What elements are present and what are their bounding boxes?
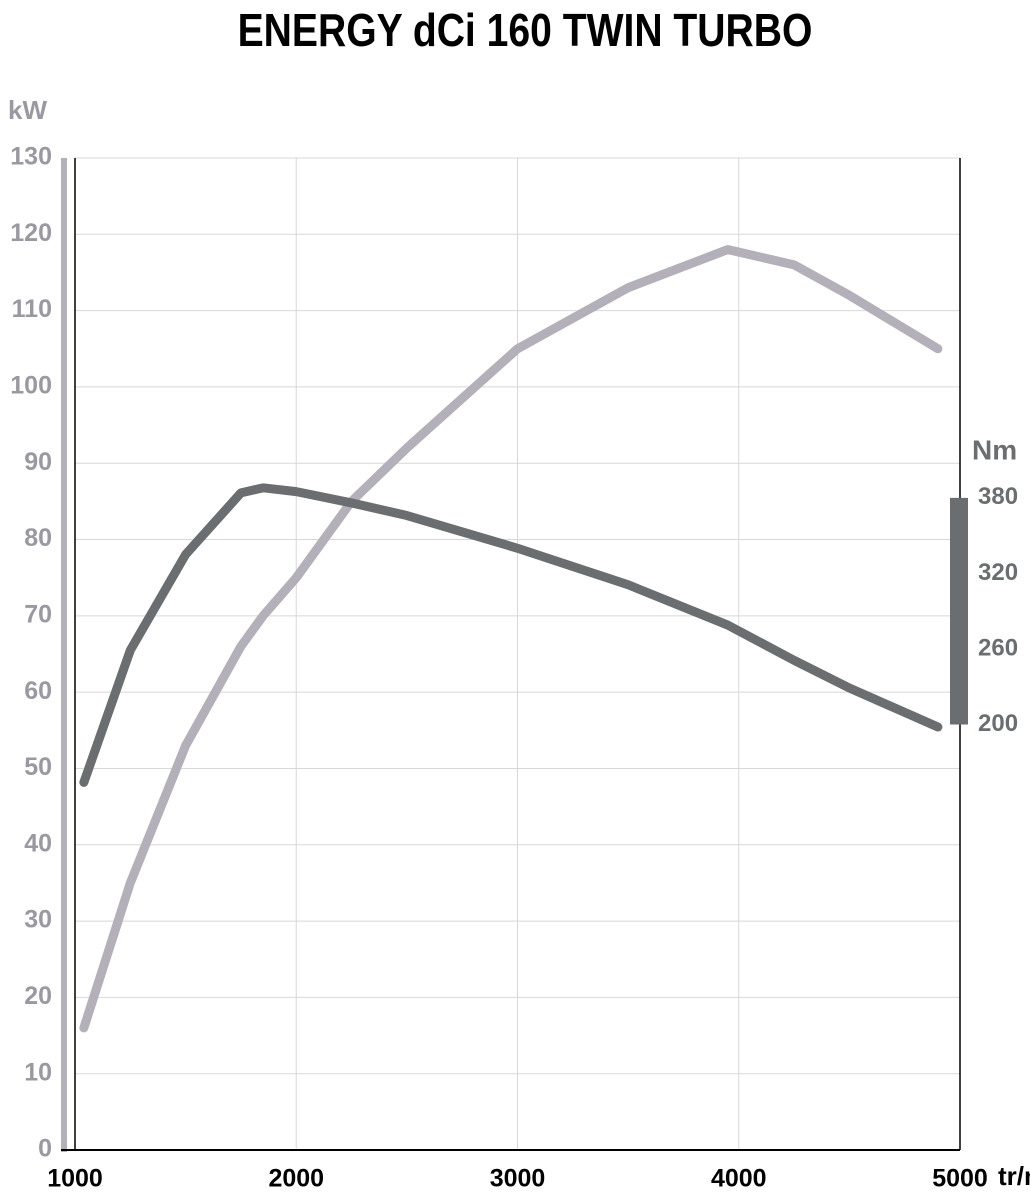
y-tick-label: 0 xyxy=(38,1135,52,1163)
y-axis-label: kW xyxy=(8,95,47,125)
y-tick-label: 70 xyxy=(24,600,52,628)
y-axis-bar xyxy=(61,158,67,1152)
y-tick-label: 30 xyxy=(24,906,52,934)
y2-tick-label: 200 xyxy=(978,710,1018,737)
y2-tick-label: 380 xyxy=(978,483,1018,510)
y-tick-label: 40 xyxy=(24,829,52,857)
y-tick-label: 90 xyxy=(24,448,52,476)
y-tick-label: 50 xyxy=(24,753,52,781)
y-tick-label: 10 xyxy=(24,1058,52,1086)
series-line xyxy=(79,483,943,787)
x-tick-label: 2000 xyxy=(268,1165,324,1193)
x-tick-label: 1000 xyxy=(47,1165,103,1193)
y2-tick-label: 260 xyxy=(978,634,1018,661)
chart-title: ENERGY dCi 160 TWIN TURBO xyxy=(238,5,813,57)
y2-axis-label: Nm xyxy=(972,434,1017,465)
y-tick-label: 100 xyxy=(10,372,52,400)
x-axis-label: tr/min xyxy=(998,1161,1030,1191)
x-tick-label: 4000 xyxy=(711,1165,767,1193)
y2-tick-label: 320 xyxy=(978,559,1018,586)
y-tick-label: 60 xyxy=(24,677,52,705)
series-line xyxy=(79,245,943,1033)
y-tick-label: 130 xyxy=(10,143,52,171)
x-tick-label: 5000 xyxy=(932,1165,988,1193)
y2-axis-bar xyxy=(950,497,968,725)
x-tick-label: 3000 xyxy=(490,1165,546,1193)
y-tick-label: 20 xyxy=(24,982,52,1010)
y-tick-label: 120 xyxy=(10,219,52,247)
y-tick-label: 110 xyxy=(12,295,52,323)
y-tick-label: 80 xyxy=(24,524,52,552)
